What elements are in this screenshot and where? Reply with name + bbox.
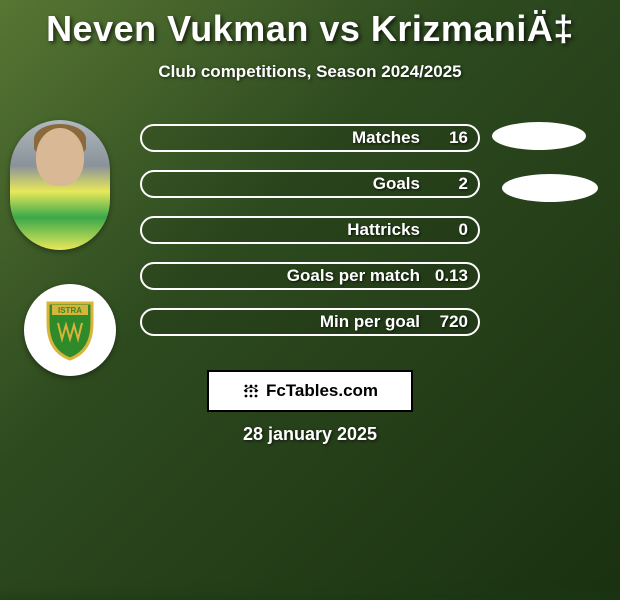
club-logo-circle: ISTRA [24,284,116,376]
stat-bar: Goals per match0.13 [140,262,480,290]
page-subtitle: Club competitions, Season 2024/2025 [0,62,620,82]
stat-bar-value: 0 [459,218,468,242]
stat-bar: Hattricks 0 [140,216,480,244]
stat-bar: Goals 2 [140,170,480,198]
stat-bar-label: Hattricks [142,218,430,242]
page-title: Neven Vukman vs KrizmaniÄ‡ [0,0,620,50]
stat-bar-value: 16 [449,126,468,150]
fctables-logo-icon [242,382,260,400]
club-logo-text: ISTRA [58,306,82,315]
stat-bar-label: Goals [142,172,430,196]
overlay-ellipse [492,122,586,150]
portrait-face [36,128,84,186]
player-portrait [10,120,110,250]
stat-bar-value: 2 [459,172,468,196]
stat-bar-label: Min per goal [142,310,430,334]
attribution-badge: FcTables.com [207,370,413,412]
comparison-chart: ISTRA Matches 16 Goals 2 Hattricks 0 Goals per… [0,110,620,380]
stat-bar-value: 720 [440,310,468,334]
stat-bar-label: Goals per match [142,264,430,288]
stat-bar: Min per goal 720 [140,308,480,336]
attribution-label: FcTables.com [266,381,378,401]
club-logo-shield-icon: ISTRA [44,299,96,361]
stat-bar-value: 0.13 [435,264,468,288]
footer-date: 28 january 2025 [0,424,620,445]
content-root: Neven Vukman vs KrizmaniÄ‡ Club competit… [0,0,620,580]
stat-bar-label: Matches [142,126,430,150]
overlay-ellipse [502,174,598,202]
stat-bar: Matches 16 [140,124,480,152]
